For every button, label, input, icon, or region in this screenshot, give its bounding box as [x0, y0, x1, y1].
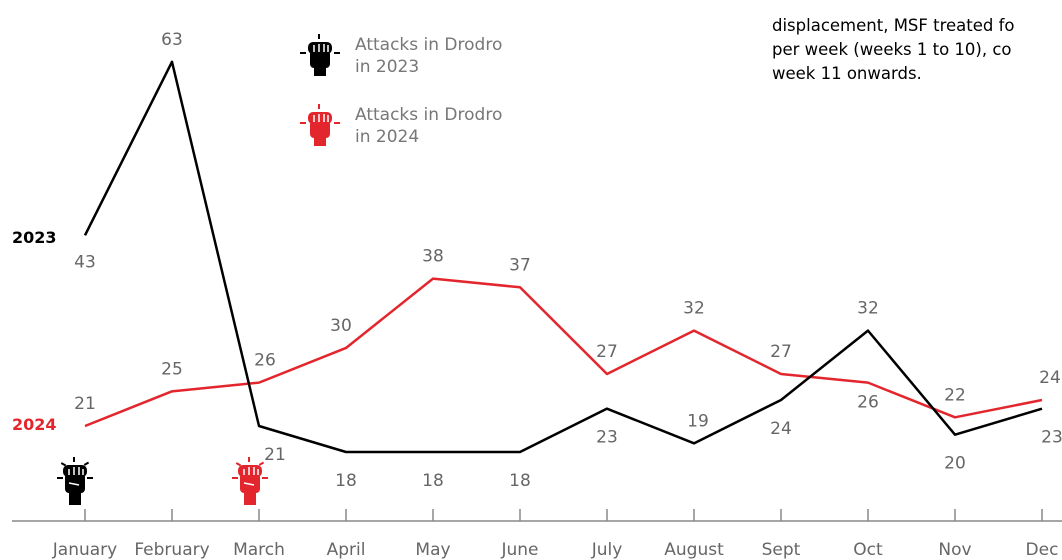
data-label-2023: 19	[687, 411, 709, 431]
x-tick-label: Dec	[1026, 540, 1059, 560]
data-label-2024: 37	[509, 255, 531, 275]
data-label-2023: 23	[596, 428, 618, 448]
data-label-2023: 32	[857, 299, 879, 319]
data-label-2024: 30	[330, 316, 352, 336]
data-label-2023: 21	[264, 445, 286, 465]
fist-icon	[300, 34, 340, 76]
legend-label-2024-line1: Attacks in Drodro	[355, 105, 503, 125]
data-label-2024: 26	[254, 351, 276, 371]
fist-icon	[57, 457, 93, 505]
fist-icon	[300, 104, 340, 146]
data-label-2024: 22	[944, 385, 966, 405]
series-line-2023	[83, 60, 1043, 454]
x-tick-label: May	[415, 540, 450, 560]
series-line-2024	[84, 277, 1043, 428]
data-label-2023: 18	[509, 471, 531, 491]
data-label-2024: 21	[74, 394, 96, 414]
annotation-note: displacement, MSF treated fo per week (w…	[772, 14, 1062, 86]
note-line: week 11 onwards.	[772, 64, 922, 83]
legend-label-2023-line2: in 2023	[355, 57, 420, 77]
data-label-2024: 27	[596, 342, 618, 362]
x-tick-label: June	[500, 540, 538, 560]
data-label-2024: 24	[1039, 368, 1061, 388]
series-label-2023: 2023	[12, 228, 57, 247]
fist-icon	[232, 457, 268, 505]
data-label-2024: 26	[857, 393, 879, 413]
data-label-2023: 23	[1041, 428, 1062, 448]
legend-label-2023-line1: Attacks in Drodro	[355, 35, 503, 55]
x-tick-label: Sept	[762, 540, 801, 560]
x-tick-label: April	[327, 540, 366, 560]
data-label-2023: 43	[74, 252, 96, 272]
data-label-2023: 18	[335, 471, 357, 491]
legend-item-2024: Attacks in Drodro in 2024	[295, 104, 545, 148]
x-tick-label: Oct	[853, 540, 883, 560]
x-tick-label: Nov	[938, 540, 971, 560]
data-label-2024: 25	[161, 359, 183, 379]
x-tick-label: July	[591, 540, 623, 560]
data-label-2024: 27	[770, 342, 792, 362]
data-labels: 43 63 21 18 18 18 23 19 24 32 20 23 21 25 26 30 38 37 27 32…	[74, 30, 1062, 491]
data-label-2023: 63	[161, 30, 183, 50]
data-label-2023: 24	[770, 419, 792, 439]
data-label-2024: 38	[422, 247, 444, 267]
x-tick-label: March	[233, 540, 285, 560]
data-label-2023: 18	[422, 471, 444, 491]
series-label-2024: 2024	[12, 415, 57, 434]
x-tick-label: January	[52, 540, 117, 560]
note-line: displacement, MSF treated fo	[772, 16, 1015, 35]
x-tick-label: February	[134, 540, 209, 560]
legend-label-2024-line2: in 2024	[355, 127, 420, 147]
note-line: per week (weeks 1 to 10), co	[772, 40, 1012, 59]
data-label-2023: 20	[944, 454, 966, 474]
x-tick-labels: January February March April May June July Augu…	[52, 540, 1059, 560]
data-label-2024: 32	[683, 299, 705, 319]
x-tick-label: August	[664, 540, 724, 560]
x-ticks	[84, 509, 1043, 521]
legend-item-2023: Attacks in Drodro in 2023	[295, 34, 545, 78]
